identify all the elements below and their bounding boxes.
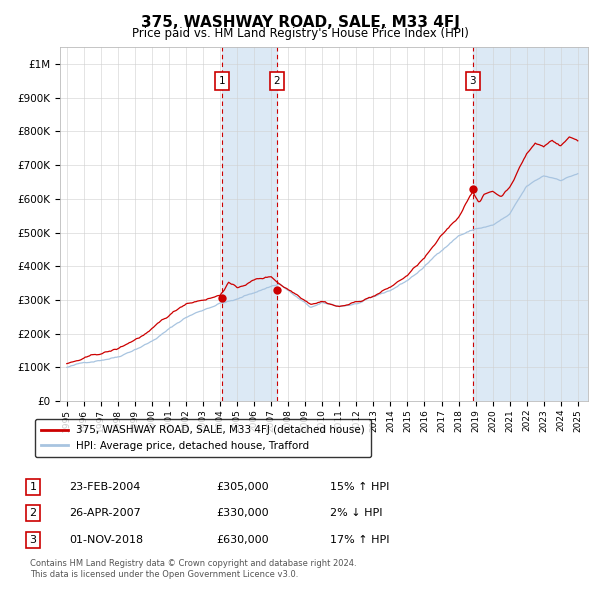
Text: 01-NOV-2018: 01-NOV-2018: [69, 535, 143, 545]
Text: 2% ↓ HPI: 2% ↓ HPI: [330, 509, 383, 518]
Bar: [222, 47, 277, 401]
Bar: [473, 47, 588, 401]
Text: 23-FEB-2004: 23-FEB-2004: [69, 482, 140, 491]
Text: 1: 1: [29, 482, 37, 491]
Text: 17% ↑ HPI: 17% ↑ HPI: [330, 535, 389, 545]
Text: £330,000: £330,000: [216, 509, 269, 518]
Text: Contains HM Land Registry data © Crown copyright and database right 2024.: Contains HM Land Registry data © Crown c…: [30, 559, 356, 568]
Text: 2: 2: [29, 509, 37, 518]
Text: 1: 1: [219, 76, 226, 86]
Legend: 375, WASHWAY ROAD, SALE, M33 4FJ (detached house), HPI: Average price, detached : 375, WASHWAY ROAD, SALE, M33 4FJ (detach…: [35, 419, 371, 457]
Text: 26-APR-2007: 26-APR-2007: [69, 509, 141, 518]
Text: 3: 3: [29, 535, 37, 545]
Text: 15% ↑ HPI: 15% ↑ HPI: [330, 482, 389, 491]
Text: £630,000: £630,000: [216, 535, 269, 545]
Text: 2: 2: [274, 76, 280, 86]
Text: £305,000: £305,000: [216, 482, 269, 491]
Text: 375, WASHWAY ROAD, SALE, M33 4FJ: 375, WASHWAY ROAD, SALE, M33 4FJ: [140, 15, 460, 30]
Text: Price paid vs. HM Land Registry's House Price Index (HPI): Price paid vs. HM Land Registry's House …: [131, 27, 469, 40]
Text: 3: 3: [469, 76, 476, 86]
Text: This data is licensed under the Open Government Licence v3.0.: This data is licensed under the Open Gov…: [30, 571, 298, 579]
